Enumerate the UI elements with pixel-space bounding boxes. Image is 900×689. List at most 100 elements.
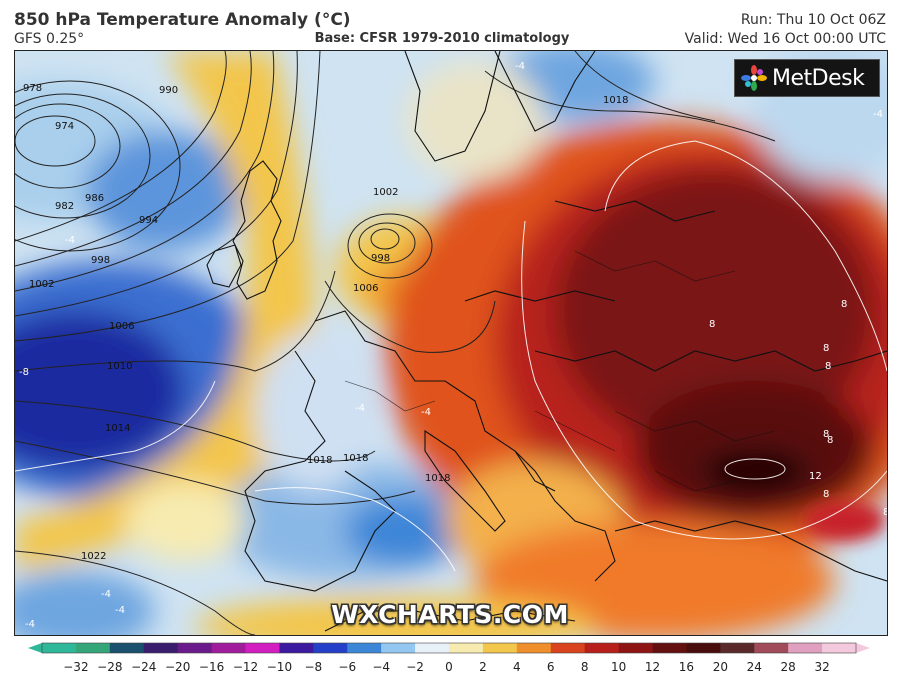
scale-tick-label: 20 [713, 660, 728, 674]
scale-color-bin [516, 643, 552, 653]
anomaly-label: 8 [825, 361, 831, 372]
scale-arrow-left [28, 643, 42, 653]
scale-color-bin [618, 643, 653, 653]
valid-time-label: Valid: Wed 16 Oct 00:00 UTC [684, 31, 886, 47]
anomaly-label: 8 [823, 343, 829, 354]
run-time-label: Run: Thu 10 Oct 06Z [740, 12, 886, 28]
scale-color-bin [211, 643, 246, 653]
isobar-label: 1006 [109, 321, 134, 332]
anomaly-label: -4 [115, 605, 125, 616]
scale-tick-label: 0 [445, 660, 453, 674]
scale-color-bin [584, 643, 620, 653]
isobar-label: 986 [85, 193, 104, 204]
scale-tick-label: −32 [63, 660, 88, 674]
scale-color-bin [449, 643, 484, 653]
isobar-label: 974 [55, 121, 74, 132]
isobar-label: 1010 [107, 361, 132, 372]
isobar-label: 1006 [353, 283, 378, 294]
isobar-label: 1014 [105, 423, 130, 434]
scale-tick-label: −24 [131, 660, 156, 674]
scale-color-bin [550, 643, 586, 653]
isobar-label: 1002 [373, 187, 398, 198]
scale-color-bin [313, 643, 348, 653]
isobar-label: 1018 [307, 455, 332, 466]
scale-tick-label: 8 [581, 660, 589, 674]
scale-frame [41, 642, 857, 654]
isobar-label: 1002 [29, 279, 54, 290]
watermark: WXCHARTS.COM [331, 600, 569, 629]
scale-color-bin [482, 643, 518, 653]
scale-tick-label: −16 [199, 660, 224, 674]
scale-color-bin [177, 643, 213, 653]
map-panel: 978 974 982 986 990 994 998 1002 1006 10… [14, 50, 888, 636]
anomaly-map: 978 974 982 986 990 994 998 1002 1006 10… [15, 51, 887, 635]
anomaly-label: -4 [421, 407, 431, 418]
isobar-label: 1018 [343, 453, 368, 464]
anomaly-label: 12 [809, 471, 822, 482]
scale-tick-label: −2 [406, 660, 424, 674]
scale-tick-label: 28 [781, 660, 796, 674]
scale-color-bin [347, 643, 382, 653]
scale-tick-label: −12 [233, 660, 258, 674]
chart-title: 850 hPa Temperature Anomaly (°C) [14, 10, 351, 30]
metdesk-logo: MetDesk [734, 59, 880, 97]
scale-tick-label: 12 [645, 660, 660, 674]
scale-tick-label: 4 [513, 660, 521, 674]
scale-color-bin [754, 643, 789, 653]
scale-tick-label: 2 [479, 660, 487, 674]
scale-tick-label: 10 [611, 660, 626, 674]
color-scale-bar: −32 −28 −24 −20 −16 −12 −10 −8 −6 −4 −2 0 2 4 6 8 10 12 16… [28, 642, 870, 674]
scale-color-bin [686, 643, 721, 653]
scale-color-bin [279, 643, 314, 653]
anomaly-label: -4 [101, 589, 111, 600]
anomaly-label: -4 [355, 403, 365, 414]
scale-tick-label: −28 [97, 660, 122, 674]
isobar-label: 990 [159, 85, 178, 96]
scale-color-bin [42, 643, 77, 653]
color-scale: −32 −28 −24 −20 −16 −12 −10 −8 −6 −4 −2 0 2 4 6 8 10 12 16… [28, 640, 870, 686]
anomaly-label: 8 [827, 435, 833, 446]
scale-color-bin [788, 643, 823, 653]
anomaly-label: 8 [883, 507, 887, 518]
anomaly-label: 8 [709, 319, 715, 330]
scale-color-bin [245, 643, 280, 653]
anomaly-label: -8 [19, 367, 29, 378]
climatology-base-label: Base: CFSR 1979-2010 climatology [314, 31, 570, 46]
scale-color-bin [381, 643, 416, 653]
anomaly-label: -4 [515, 61, 525, 72]
scale-tick-label: −10 [267, 660, 292, 674]
anomaly-field [15, 51, 887, 635]
scale-arrow-right [856, 643, 870, 653]
isobar-label: 994 [139, 215, 158, 226]
model-label: GFS 0.25° [14, 31, 85, 47]
anomaly-label: -4 [873, 109, 883, 120]
metdesk-pinwheel-icon [741, 65, 767, 91]
isobar-label: 998 [91, 255, 110, 266]
isobar-label: 982 [55, 201, 74, 212]
isobar-label: 998 [371, 253, 390, 264]
scale-color-bin [822, 643, 857, 653]
metdesk-logo-text: MetDesk [772, 65, 865, 91]
scale-color-bin [415, 643, 450, 653]
isobar-lines [15, 51, 776, 635]
scale-tick-label: −20 [165, 660, 190, 674]
isobar-label: 1018 [603, 95, 628, 106]
anomaly-label: -4 [25, 619, 35, 630]
anomaly-label: 8 [823, 429, 829, 440]
scale-tick-label: 32 [814, 660, 829, 674]
scale-tick-label: 6 [547, 660, 555, 674]
isobar-label: 1018 [425, 473, 450, 484]
anomaly-contours [15, 140, 887, 572]
coastlines [206, 51, 887, 632]
scale-tick-label: −6 [338, 660, 356, 674]
scale-tick-label: 16 [679, 660, 694, 674]
scale-color-bin [720, 643, 755, 653]
isobar-label: 1022 [81, 551, 106, 562]
scale-color-bin [109, 643, 145, 653]
scale-tick-label: −4 [372, 660, 390, 674]
anomaly-label: 8 [823, 489, 829, 500]
anomaly-label: -4 [65, 235, 75, 246]
anomaly-label: 8 [841, 299, 847, 310]
scale-tick-label: −8 [304, 660, 322, 674]
scale-color-bin [652, 643, 687, 653]
